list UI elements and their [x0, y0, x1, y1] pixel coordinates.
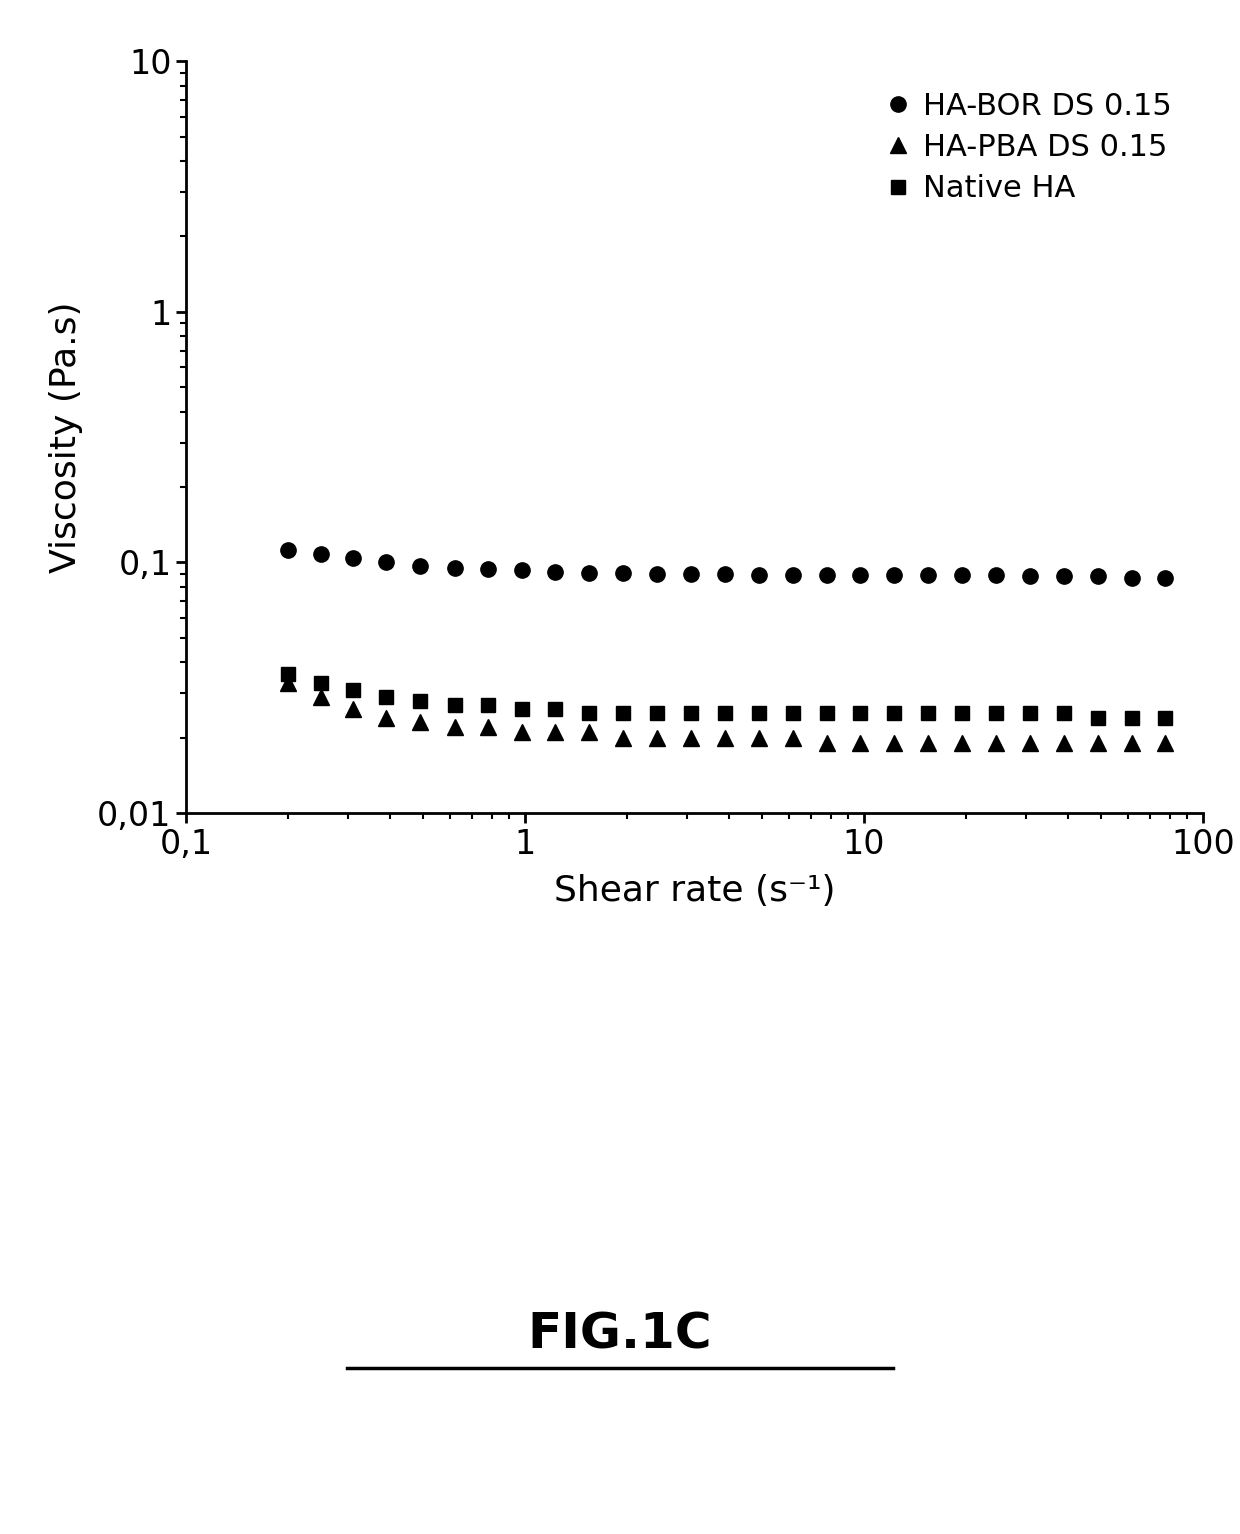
Native HA — [1125, 709, 1140, 727]
HA-BOR DS 0.15 — [1090, 568, 1105, 586]
Native HA — [515, 700, 529, 718]
HA-PBA DS 0.15 — [1125, 733, 1140, 752]
Native HA — [413, 692, 428, 710]
HA-PBA DS 0.15 — [481, 718, 496, 736]
HA-BOR DS 0.15 — [616, 563, 631, 581]
Native HA — [582, 704, 596, 723]
HA-BOR DS 0.15 — [481, 560, 496, 578]
HA-PBA DS 0.15 — [582, 723, 596, 741]
HA-PBA DS 0.15 — [280, 673, 295, 692]
Native HA — [1023, 704, 1038, 723]
Native HA — [345, 681, 360, 700]
Native HA — [280, 664, 295, 683]
HA-PBA DS 0.15 — [314, 687, 329, 706]
Native HA — [718, 704, 733, 723]
Native HA — [988, 704, 1003, 723]
HA-PBA DS 0.15 — [988, 733, 1003, 752]
Legend: HA-BOR DS 0.15, HA-PBA DS 0.15, Native HA: HA-BOR DS 0.15, HA-PBA DS 0.15, Native H… — [872, 77, 1188, 219]
Native HA — [785, 704, 800, 723]
Native HA — [853, 704, 868, 723]
Native HA — [955, 704, 970, 723]
HA-BOR DS 0.15 — [887, 566, 901, 584]
Native HA — [650, 704, 665, 723]
X-axis label: Shear rate (s⁻¹): Shear rate (s⁻¹) — [553, 874, 836, 908]
Native HA — [448, 696, 463, 715]
HA-BOR DS 0.15 — [1056, 568, 1071, 586]
HA-PBA DS 0.15 — [853, 733, 868, 752]
HA-PBA DS 0.15 — [683, 729, 698, 747]
HA-PBA DS 0.15 — [548, 723, 563, 741]
HA-PBA DS 0.15 — [820, 733, 835, 752]
Native HA — [481, 696, 496, 715]
HA-PBA DS 0.15 — [1056, 733, 1071, 752]
HA-BOR DS 0.15 — [1158, 569, 1173, 588]
HA-BOR DS 0.15 — [314, 545, 329, 563]
HA-PBA DS 0.15 — [650, 729, 665, 747]
Y-axis label: Viscosity (Pa.s): Viscosity (Pa.s) — [50, 302, 83, 572]
HA-BOR DS 0.15 — [413, 557, 428, 575]
Line: Native HA: Native HA — [281, 667, 1172, 724]
HA-PBA DS 0.15 — [718, 729, 733, 747]
Native HA — [921, 704, 936, 723]
Line: HA-BOR DS 0.15: HA-BOR DS 0.15 — [280, 543, 1173, 586]
HA-PBA DS 0.15 — [1158, 733, 1173, 752]
HA-PBA DS 0.15 — [616, 729, 631, 747]
HA-PBA DS 0.15 — [413, 713, 428, 732]
HA-PBA DS 0.15 — [785, 729, 800, 747]
HA-BOR DS 0.15 — [785, 566, 800, 584]
Native HA — [1090, 709, 1105, 727]
HA-PBA DS 0.15 — [448, 718, 463, 736]
HA-BOR DS 0.15 — [515, 561, 529, 580]
Native HA — [314, 673, 329, 692]
Native HA — [616, 704, 631, 723]
HA-BOR DS 0.15 — [582, 563, 596, 581]
Native HA — [548, 700, 563, 718]
HA-BOR DS 0.15 — [1125, 569, 1140, 588]
HA-PBA DS 0.15 — [955, 733, 970, 752]
HA-BOR DS 0.15 — [988, 566, 1003, 584]
HA-PBA DS 0.15 — [345, 700, 360, 718]
HA-PBA DS 0.15 — [1090, 733, 1105, 752]
HA-BOR DS 0.15 — [650, 565, 665, 583]
Native HA — [820, 704, 835, 723]
HA-PBA DS 0.15 — [1023, 733, 1038, 752]
HA-BOR DS 0.15 — [1023, 568, 1038, 586]
HA-BOR DS 0.15 — [820, 566, 835, 584]
HA-BOR DS 0.15 — [280, 542, 295, 560]
Line: HA-PBA DS 0.15: HA-PBA DS 0.15 — [280, 675, 1173, 750]
Native HA — [887, 704, 901, 723]
Native HA — [683, 704, 698, 723]
HA-PBA DS 0.15 — [887, 733, 901, 752]
HA-PBA DS 0.15 — [379, 709, 394, 727]
HA-PBA DS 0.15 — [751, 729, 766, 747]
Native HA — [751, 704, 766, 723]
HA-BOR DS 0.15 — [379, 554, 394, 572]
Text: FIG.1C: FIG.1C — [528, 1310, 712, 1359]
HA-BOR DS 0.15 — [683, 565, 698, 583]
HA-PBA DS 0.15 — [921, 733, 936, 752]
HA-PBA DS 0.15 — [515, 723, 529, 741]
Native HA — [1056, 704, 1071, 723]
HA-BOR DS 0.15 — [548, 563, 563, 581]
HA-BOR DS 0.15 — [853, 566, 868, 584]
HA-BOR DS 0.15 — [751, 566, 766, 584]
HA-BOR DS 0.15 — [448, 558, 463, 577]
HA-BOR DS 0.15 — [718, 565, 733, 583]
HA-BOR DS 0.15 — [345, 549, 360, 568]
Native HA — [1158, 709, 1173, 727]
Native HA — [379, 687, 394, 706]
HA-BOR DS 0.15 — [921, 566, 936, 584]
HA-BOR DS 0.15 — [955, 566, 970, 584]
